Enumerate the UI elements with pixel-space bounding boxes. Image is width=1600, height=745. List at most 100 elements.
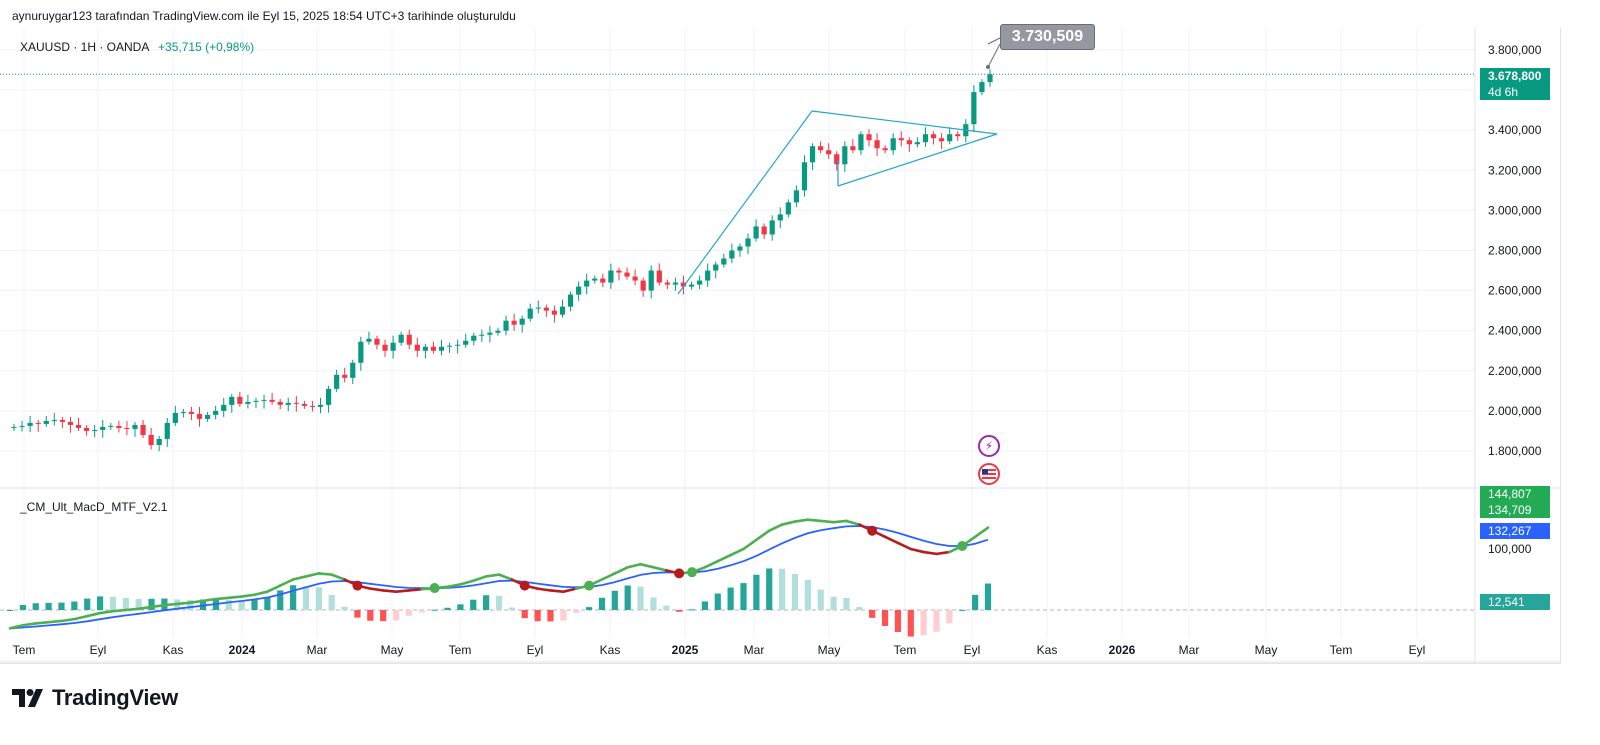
histogram-bar bbox=[264, 597, 271, 610]
histogram-value-tag: 12,541 bbox=[1480, 594, 1550, 610]
us-flag-icon[interactable] bbox=[978, 463, 1000, 485]
histogram-bar bbox=[663, 605, 670, 610]
tradingview-logo-icon bbox=[12, 689, 43, 707]
us-flag-icon-graphic bbox=[982, 469, 996, 479]
price-axis-label: 2.400,000 bbox=[1488, 324, 1542, 338]
candle-body bbox=[51, 419, 57, 421]
candle-body bbox=[164, 422, 170, 439]
macd-line-segment bbox=[883, 535, 900, 545]
histogram-bar bbox=[109, 596, 117, 610]
price-callout[interactable]: 3.730,509 bbox=[1000, 24, 1095, 50]
time-axis-label: Tem bbox=[894, 643, 917, 657]
candle-body bbox=[882, 148, 888, 151]
candle-body bbox=[890, 138, 896, 151]
histogram-bar bbox=[354, 610, 361, 618]
histogram-bar bbox=[521, 610, 528, 619]
macd-high-tag: 144,807 bbox=[1480, 486, 1550, 502]
macd-cross-dot bbox=[352, 580, 363, 591]
price-axis-label: 3.000,000 bbox=[1488, 203, 1542, 217]
price-axis-label: 2.600,000 bbox=[1488, 284, 1542, 298]
histogram-bar bbox=[920, 610, 927, 635]
time-axis-label: Eyl bbox=[964, 643, 981, 657]
histogram-bar bbox=[508, 607, 515, 610]
time-axis-label: Tem bbox=[449, 643, 472, 657]
candle-body bbox=[801, 162, 808, 191]
macd-line-segment bbox=[317, 572, 334, 576]
chart-frame[interactable]: 3.800,000 3.400,000 3.200,000 3.000,000 2.80… bbox=[0, 28, 1561, 664]
candle-body bbox=[648, 270, 654, 291]
histogram-bar bbox=[714, 593, 721, 610]
candle-body bbox=[947, 134, 953, 142]
candle-body bbox=[479, 334, 485, 336]
macd-line-segment bbox=[98, 609, 115, 615]
histogram-bar bbox=[71, 601, 78, 610]
histogram-bar bbox=[856, 607, 863, 610]
candle-body bbox=[463, 340, 469, 345]
candle-body bbox=[543, 307, 549, 311]
macd-cross-dot bbox=[957, 540, 968, 551]
macd-cross-dot bbox=[674, 568, 685, 579]
histogram-bar bbox=[547, 610, 554, 622]
candle-body bbox=[745, 238, 751, 247]
histogram-bar bbox=[598, 597, 606, 610]
histogram-bar bbox=[470, 599, 477, 610]
callout-leader bbox=[987, 43, 1001, 68]
candle-body bbox=[43, 420, 49, 424]
tradingview-logo[interactable]: TradingView bbox=[12, 685, 178, 711]
price-axis-label: 2.200,000 bbox=[1488, 364, 1542, 378]
histogram-bar bbox=[483, 595, 490, 610]
candle-body bbox=[511, 320, 517, 325]
candle-body bbox=[19, 425, 25, 427]
candle-body bbox=[398, 334, 404, 343]
indicator-axis-label: 100,000 bbox=[1488, 542, 1532, 556]
symbol-legend[interactable]: XAUUSD · 1H · OANDA +35,715 (+0,98%) bbox=[20, 40, 254, 54]
candle-body bbox=[245, 401, 251, 404]
macd-line-segment bbox=[922, 550, 938, 556]
time-axis-label: 2026 bbox=[1109, 643, 1136, 657]
macd-cross-dot bbox=[867, 525, 878, 536]
candle-body bbox=[67, 421, 74, 425]
time-axis-label: Mar bbox=[1179, 643, 1200, 657]
histogram-bar bbox=[881, 610, 889, 626]
candle-body bbox=[656, 270, 662, 283]
chart-canvas[interactable]: 3.800,000 3.400,000 3.200,000 3.000,000 2.80… bbox=[0, 28, 1560, 663]
candle-body bbox=[874, 140, 880, 149]
time-axis-label: May bbox=[818, 643, 841, 657]
macd-line-segment bbox=[471, 575, 488, 583]
candle-body bbox=[325, 388, 332, 405]
macd-line-segment bbox=[909, 547, 925, 554]
time-axis-label: Mar bbox=[744, 643, 765, 657]
histogram-bar bbox=[392, 610, 400, 621]
symbol-name: XAUUSD · 1H · OANDA bbox=[20, 40, 149, 54]
candle-body bbox=[721, 258, 727, 265]
candle-body bbox=[237, 396, 243, 404]
histogram-bar bbox=[135, 599, 142, 610]
histogram-bar bbox=[148, 598, 155, 610]
candle-body bbox=[422, 346, 428, 351]
histogram-bar bbox=[740, 583, 747, 610]
candle-body bbox=[761, 226, 767, 235]
macd-line-segment bbox=[407, 587, 424, 592]
histogram-bar bbox=[341, 606, 348, 610]
macd-line-segment bbox=[446, 583, 462, 589]
macd-line-segment bbox=[124, 607, 140, 612]
histogram-bar bbox=[122, 598, 129, 610]
histogram-bar bbox=[843, 597, 850, 610]
candle-body bbox=[406, 334, 412, 345]
candle-body bbox=[737, 246, 743, 251]
candle-body bbox=[75, 424, 82, 428]
histogram-bar bbox=[959, 609, 966, 611]
histogram-bar bbox=[251, 599, 258, 610]
candle-body bbox=[503, 320, 509, 331]
macd-cross-dot bbox=[519, 580, 530, 591]
macd-line-segment bbox=[536, 587, 552, 592]
histogram-bar bbox=[367, 610, 374, 621]
macd-line-segment bbox=[600, 572, 617, 581]
histogram-bar bbox=[45, 602, 52, 610]
time-axis-label: Tem bbox=[1330, 643, 1353, 657]
candle-body bbox=[939, 138, 945, 142]
price-axis-label: 2.800,000 bbox=[1488, 244, 1542, 258]
indicator-legend[interactable]: _CM_Ult_MacD_MTF_V2.1 bbox=[20, 500, 168, 514]
callout-leader-2 bbox=[987, 37, 1001, 45]
lightning-icon[interactable]: ⚡ bbox=[978, 435, 1000, 457]
